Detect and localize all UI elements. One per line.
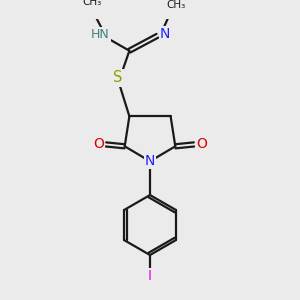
Text: O: O <box>93 137 104 152</box>
Text: S: S <box>113 70 123 86</box>
Text: I: I <box>148 268 152 283</box>
Text: CH₃: CH₃ <box>167 0 186 10</box>
Text: CH₃: CH₃ <box>82 0 101 7</box>
Text: HN: HN <box>91 28 110 41</box>
Text: O: O <box>196 137 207 152</box>
Text: N: N <box>145 154 155 168</box>
Text: N: N <box>160 27 170 41</box>
